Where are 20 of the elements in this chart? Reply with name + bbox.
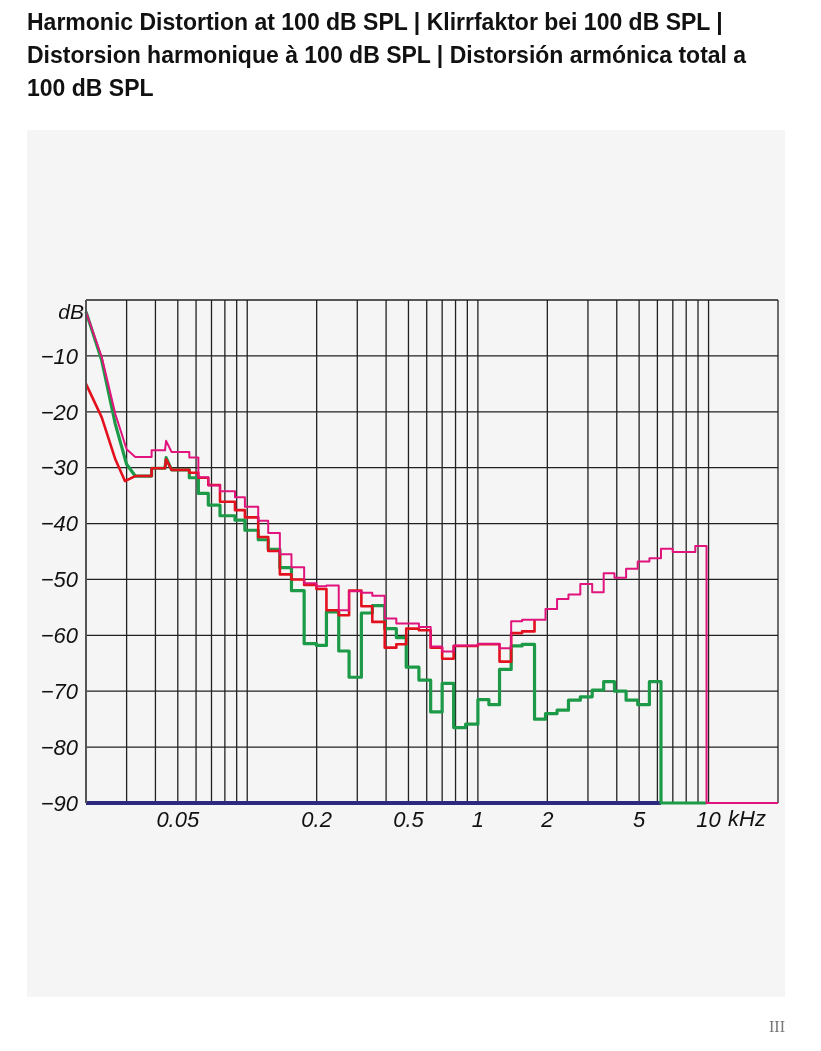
y-tick-label: −80 [40,734,79,760]
x-tick-label: 5 [633,806,646,832]
y-tick-label: −40 [40,511,79,537]
x-tick-label: 1 [471,806,485,832]
y-tick-label: −50 [40,567,79,593]
chart-title: Harmonic Distortion at 100 dB SPL | Klirrfaktor bei 100 dB SPL | Distorsion harmonique à 100 dB SPL | Distorsión armónica total a 100 dB SPL [27,8,747,103]
y-tick-label: −60 [40,623,79,649]
y-tick-label: −70 [40,679,79,705]
x-axis-title: kHz [728,806,766,832]
x-tick-label: 2 [540,806,554,832]
x-tick-label: 10 [696,806,722,832]
x-tick-label: 0.05 [156,806,200,832]
y-tick-label: −90 [40,790,79,816]
text: III [769,1018,785,1036]
y-axis-title: dB [57,300,84,324]
y-tick-label: −30 [40,455,79,481]
x-tick-label: 0.5 [393,806,425,832]
x-tick-label: 0.2 [301,806,332,832]
y-tick-label: −20 [40,399,79,425]
y-tick-label: −10 [40,343,79,369]
